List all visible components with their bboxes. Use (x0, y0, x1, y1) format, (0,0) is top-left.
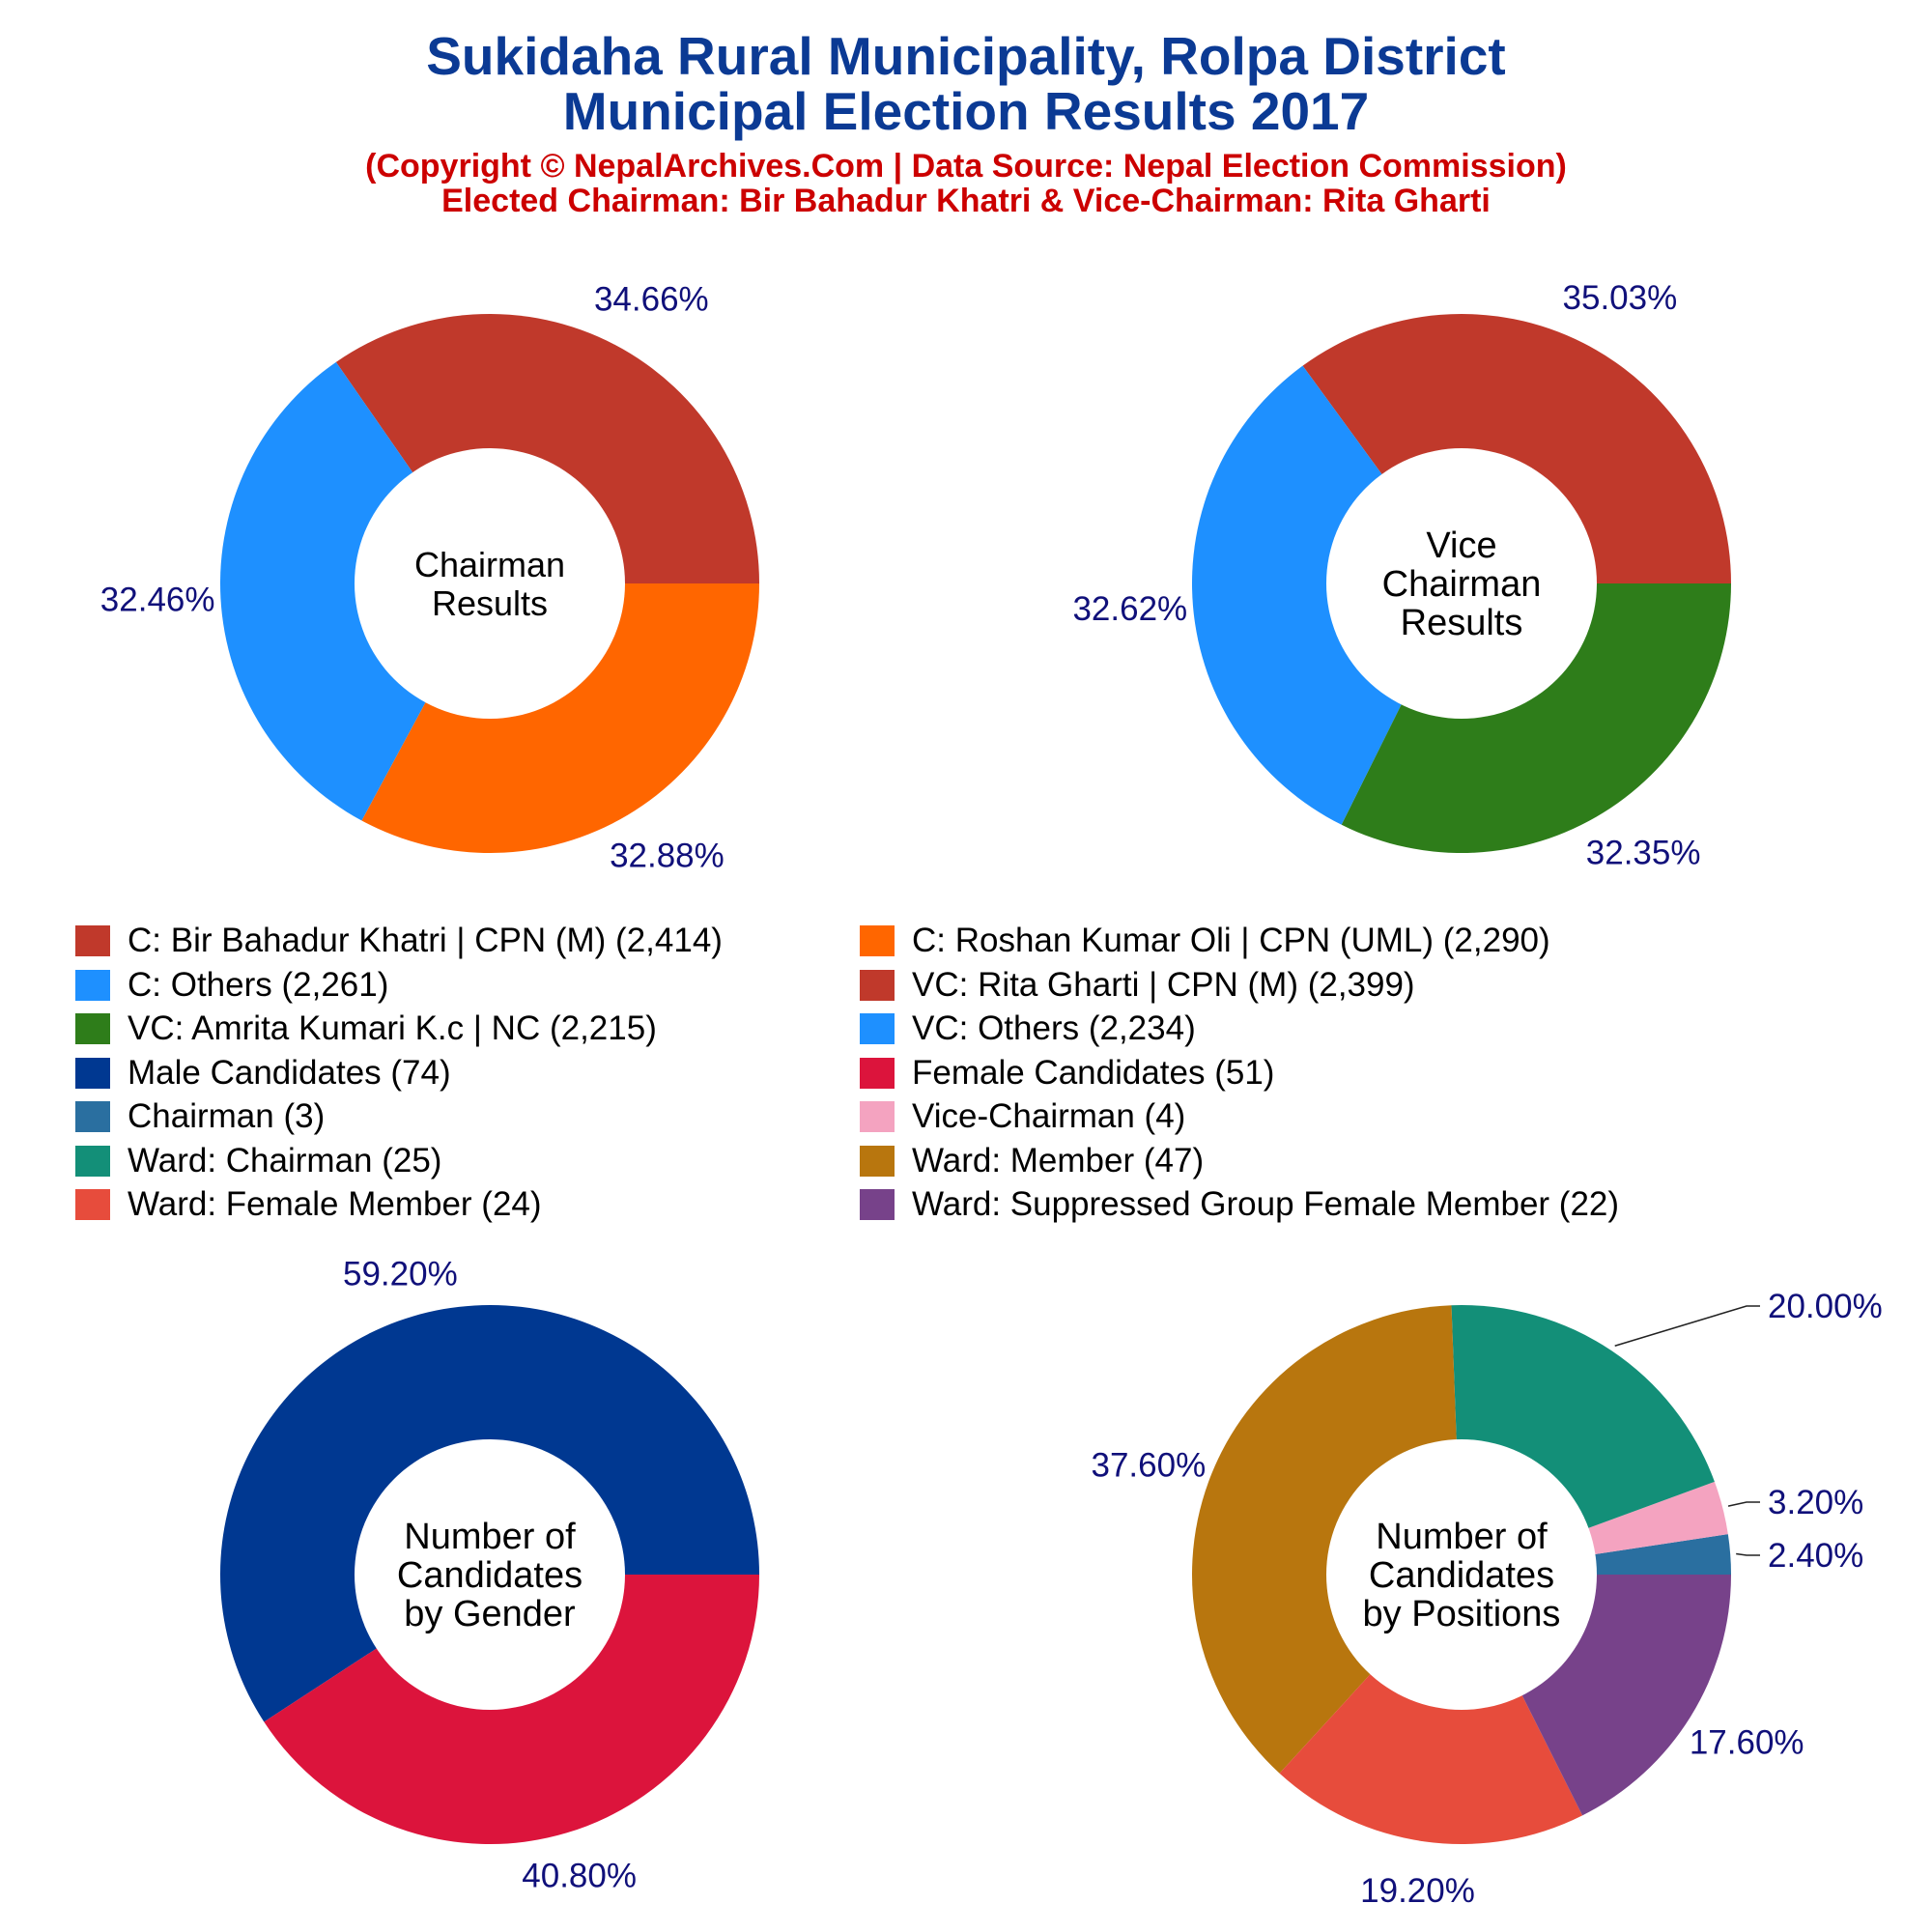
legend-label: Female Candidates (51) (912, 1053, 1275, 1092)
slice-percent-label: 20.00% (1768, 1288, 1883, 1325)
slice-percent-label: 34.66% (594, 281, 709, 319)
leader-line (1736, 1552, 1760, 1556)
legend-swatch (75, 1101, 110, 1132)
legend-item: VC: Others (2,234) (860, 1009, 1196, 1048)
elected-officials-line: Elected Chairman: Bir Bahadur Khatri & V… (441, 183, 1491, 219)
donut-center-label: Number of (404, 1517, 576, 1557)
pie-slice (335, 314, 759, 583)
legend-item: Male Candidates (74) (75, 1054, 451, 1093)
slice-percent-label: 32.88% (610, 837, 724, 874)
donut-center-label: Results (1401, 603, 1523, 643)
legend-label: Ward: Chairman (25) (128, 1141, 442, 1179)
slice-percent-label: 32.35% (1586, 835, 1701, 872)
donut-center-label: Candidates (1369, 1555, 1554, 1596)
slice-percent-label: 2.40% (1768, 1537, 1863, 1575)
legend-item: Female Candidates (51) (860, 1054, 1274, 1093)
legend-item: C: Others (2,261) (75, 966, 388, 1005)
legend-item: Vice-Chairman (4) (860, 1097, 1185, 1136)
donut-center-label: Number of (1376, 1517, 1548, 1557)
pie-slice (1192, 365, 1462, 825)
donut-center-label: by Gender (404, 1594, 576, 1634)
legend-swatch (860, 1057, 895, 1089)
leader-line (1614, 1305, 1760, 1347)
donut-chart-4: 2.40% 3.20% 20.00% 37.60% 19.20% 17.60% Number… (1091, 1288, 1882, 1910)
legend-label: Chairman (3) (128, 1097, 326, 1135)
donut-center-label: Candidates (397, 1555, 582, 1596)
legend-item: Ward: Member (47) (860, 1142, 1204, 1180)
slice-percent-label: 35.03% (1563, 279, 1678, 317)
donut-center-label: Results (432, 583, 548, 623)
slice-percent-label: 17.60% (1690, 1723, 1804, 1761)
slice-percent-label: 59.20% (343, 1255, 458, 1293)
slice-percent-label: 3.20% (1768, 1484, 1863, 1521)
chart-title-line2: Municipal Election Results 2017 (562, 81, 1370, 141)
donut-center-label: by Positions (1363, 1594, 1561, 1634)
legend-swatch (860, 1101, 895, 1132)
legend-swatch (75, 1057, 110, 1089)
legend-swatch (75, 1145, 110, 1177)
leader-line (1727, 1501, 1760, 1507)
legend-swatch (75, 925, 110, 956)
legend-item: Ward: Female Member (24) (75, 1185, 542, 1224)
legend-swatch (860, 1189, 895, 1220)
pie-slice (1192, 1305, 1462, 1774)
donut-hole (355, 448, 625, 719)
legend-label: Ward: Member (47) (912, 1141, 1205, 1179)
slice-percent-label: 40.80% (522, 1858, 637, 1895)
copyright-line: (Copyright © NepalArchives.Com | Data So… (365, 148, 1567, 185)
legend-label: Male Candidates (74) (128, 1053, 451, 1092)
legend-item: C: Roshan Kumar Oli | CPN (UML) (2,290) (860, 922, 1550, 960)
legend-label: Ward: Female Member (24) (128, 1185, 542, 1223)
legend-swatch (860, 925, 895, 956)
legend-item: VC: Amrita Kumari K.c | NC (2,215) (75, 1009, 657, 1048)
legend-swatch (75, 969, 110, 1001)
pie-slice (1279, 1575, 1583, 1844)
donut-hole (355, 1439, 625, 1710)
donut-hole (1326, 448, 1597, 719)
legend-swatch (860, 1013, 895, 1044)
legend-label: Ward: Suppressed Group Female Member (22… (912, 1185, 1620, 1223)
legend-item: Chairman (3) (75, 1097, 325, 1136)
legend-label: Vice-Chairman (4) (912, 1097, 1186, 1135)
pie-slice (1302, 313, 1731, 583)
donut-center-label: Chairman (414, 545, 565, 584)
slice-percent-label: 32.46% (100, 581, 215, 618)
legend-swatch (860, 1145, 895, 1177)
slice-percent-label: 19.20% (1360, 1872, 1475, 1910)
legend-swatch (860, 969, 895, 1001)
legend-item: Ward: Suppressed Group Female Member (22… (860, 1185, 1619, 1224)
legend-label: VC: Amrita Kumari K.c | NC (2,215) (128, 1009, 657, 1047)
legend-label: VC: Others (2,234) (912, 1009, 1196, 1047)
slice-percent-label: 37.60% (1091, 1446, 1206, 1484)
legend-item: VC: Rita Gharti | CPN (M) (2,399) (860, 966, 1415, 1005)
legend-item: Ward: Chairman (25) (75, 1142, 441, 1180)
legend-swatch (75, 1189, 110, 1220)
legend-label: VC: Rita Gharti | CPN (M) (2,399) (912, 965, 1415, 1004)
donut-hole (1326, 1439, 1597, 1710)
legend-swatch (75, 1013, 110, 1044)
legend-item: C: Bir Bahadur Khatri | CPN (M) (2,414) (75, 922, 723, 960)
chart-title-line1: Sukidaha Rural Municipality, Rolpa Distr… (426, 26, 1506, 86)
legend-label: C: Others (2,261) (128, 965, 389, 1004)
legend-label: C: Roshan Kumar Oli | CPN (UML) (2,290) (912, 922, 1550, 959)
slice-percent-label: 32.62% (1072, 590, 1187, 628)
donut-center-label: Vice (1426, 526, 1496, 566)
donut-center-label: Chairman (1382, 564, 1542, 605)
legend-label: C: Bir Bahadur Khatri | CPN (M) (2,414) (128, 922, 723, 959)
